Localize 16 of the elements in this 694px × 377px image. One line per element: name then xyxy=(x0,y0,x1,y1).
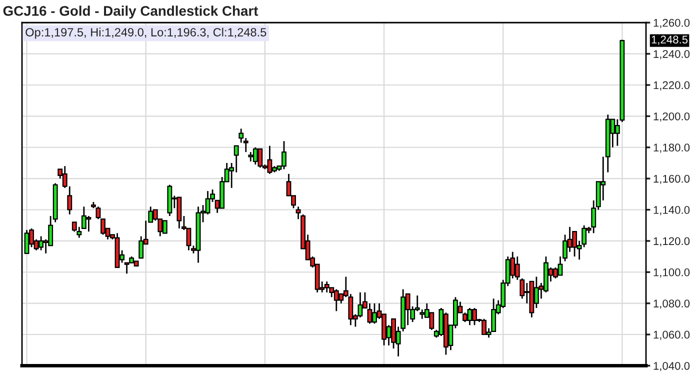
y-tick-label: 1,260.0 xyxy=(654,18,690,28)
y-tick-label: 1,140.0 xyxy=(654,206,690,216)
y-tick-label: 1,240.0 xyxy=(654,50,690,60)
chart-title: GCJ16 - Gold - Daily Candlestick Chart xyxy=(3,6,258,19)
y-tick-label: 1,160.0 xyxy=(654,174,690,184)
y-tick-label: 1,040.0 xyxy=(654,362,690,372)
text: 1,248.5 xyxy=(652,36,688,45)
y-tick-label: 1,180.0 xyxy=(654,144,690,153)
candlestick xyxy=(248,151,254,162)
y-tick-label: 1,060.0 xyxy=(654,330,690,340)
y-tick-label: 1,120.0 xyxy=(654,237,690,246)
annotation: Op:1,197.5, Hi:1,249.0, Lo:1,196.3, Cl:1,248.5 xyxy=(26,28,266,39)
y-tick-label: 1,200.0 xyxy=(654,112,690,122)
y-tick-label: 1,080.0 xyxy=(654,300,690,309)
y-tick-label: 1,100.0 xyxy=(654,268,690,278)
y-tick-label: 1,220.0 xyxy=(654,81,690,90)
